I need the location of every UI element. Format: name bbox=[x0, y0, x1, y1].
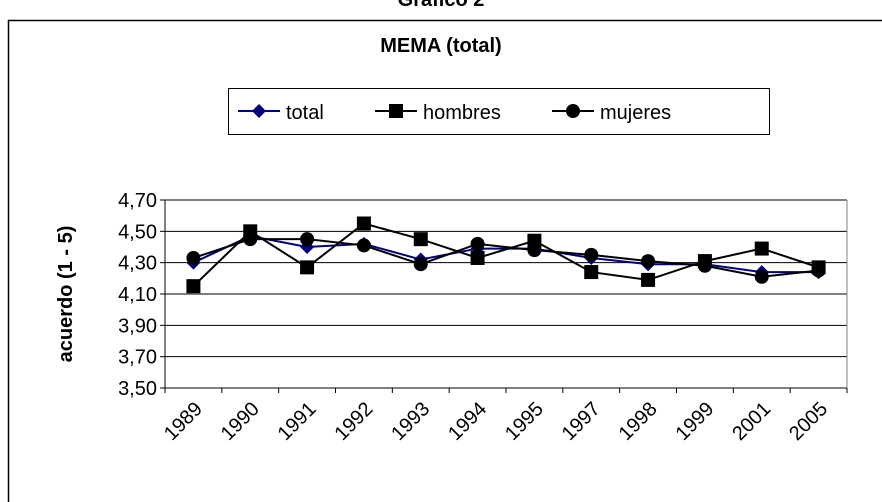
legend-label: total bbox=[286, 102, 324, 124]
y-tick-label: 4,10 bbox=[118, 284, 157, 306]
y-axis-label: acuerdo (1 - 5) bbox=[55, 226, 77, 363]
legend-label: mujeres bbox=[600, 102, 671, 124]
data-point bbox=[356, 216, 371, 231]
y-tick-label: 3,90 bbox=[118, 315, 157, 337]
data-point bbox=[527, 243, 542, 258]
data-point bbox=[243, 232, 258, 247]
y-tick-label: 3,50 bbox=[118, 378, 157, 400]
data-point bbox=[584, 247, 599, 262]
y-tick-label: 4,30 bbox=[118, 253, 157, 275]
data-point bbox=[470, 236, 485, 251]
legend-marker bbox=[566, 104, 580, 118]
data-point bbox=[754, 241, 769, 256]
data-point bbox=[641, 272, 656, 287]
y-tick-label: 4,50 bbox=[118, 221, 157, 243]
data-point bbox=[754, 269, 769, 284]
data-point bbox=[584, 265, 599, 280]
data-point bbox=[300, 260, 315, 275]
data-point bbox=[300, 232, 315, 247]
data-point bbox=[811, 263, 826, 278]
legend-marker bbox=[389, 104, 403, 118]
data-point bbox=[697, 258, 712, 273]
legend-marker bbox=[252, 104, 266, 118]
legend-label: hombres bbox=[423, 102, 501, 124]
data-point bbox=[413, 257, 428, 272]
legend-box bbox=[228, 88, 770, 135]
y-tick-label: 4,70 bbox=[118, 190, 157, 212]
data-point bbox=[186, 279, 201, 294]
page-heading: Gráfico 2 bbox=[398, 0, 485, 11]
data-point bbox=[470, 250, 485, 265]
data-point bbox=[413, 232, 428, 247]
data-point bbox=[356, 238, 371, 253]
data-point bbox=[641, 254, 656, 269]
series-line bbox=[193, 238, 819, 278]
data-point bbox=[186, 250, 201, 265]
y-tick-label: 3,70 bbox=[118, 347, 157, 369]
chart-title: MEMA (total) bbox=[380, 35, 501, 57]
series-line bbox=[192, 222, 819, 287]
